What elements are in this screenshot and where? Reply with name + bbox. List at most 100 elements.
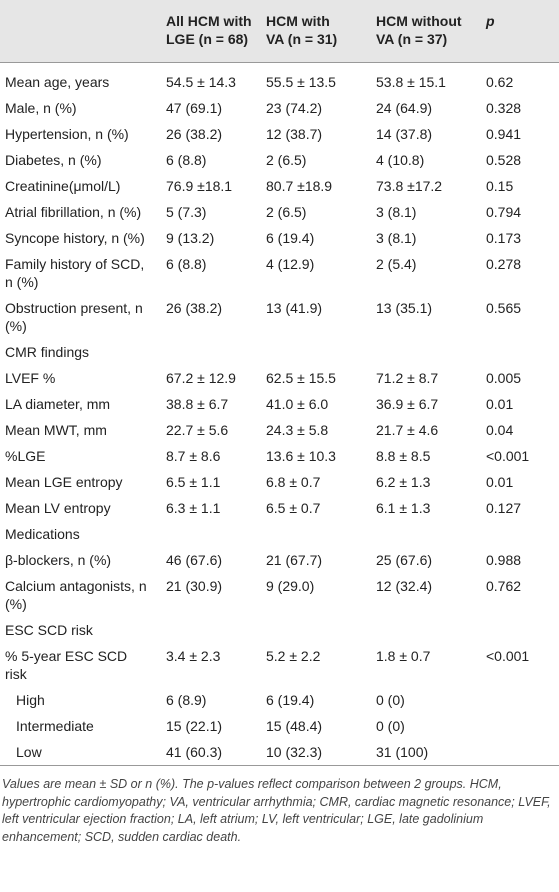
data-row: Mean LV entropy 6.3 ± 1.1 6.5 ± 0.7 6.1 ± 1… [0, 495, 559, 521]
cell: 0.565 [486, 300, 522, 316]
row-label: High [16, 692, 45, 708]
row-label: Mean MWT, mm [5, 422, 107, 438]
cell: 9 (13.2) [166, 230, 215, 246]
cell: 55.5 ± 13.5 [266, 74, 336, 90]
row-label: Low [16, 744, 42, 760]
cell: 26 (38.2) [166, 126, 223, 142]
data-row: Creatinine(μmol/L) 76.9 ±18.1 80.7 ±18.9 73… [0, 173, 559, 199]
cell: 6 (19.4) [266, 230, 315, 246]
cell: 12 (32.4) [376, 578, 433, 594]
data-row: Atrial fibrillation, n (%) 5 (7.3) 2 (6.5)… [0, 199, 559, 225]
row-label: Atrial fibrillation, n (%) [5, 204, 142, 220]
row-label: Male, n (%) [5, 100, 77, 116]
cell: 6.3 ± 1.1 [166, 500, 221, 516]
row-label: Medications [5, 526, 80, 542]
cell: 41.0 ± 6.0 [266, 396, 329, 412]
cell: 4 (10.8) [376, 152, 425, 168]
cell: 0.794 [486, 204, 522, 220]
cell: 13 (41.9) [266, 300, 323, 316]
cell: 0.328 [486, 100, 522, 116]
cell: 46 (67.6) [166, 552, 223, 568]
cell: 3 (8.1) [376, 230, 417, 246]
header-line: HCM without [376, 13, 462, 29]
data-row: Obstruction present, n (%) 26 (38.2) 13 (4… [0, 295, 559, 339]
data-row: LA diameter, mm 38.8 ± 6.7 41.0 ± 6.0 36.9 … [0, 391, 559, 417]
row-label: Mean LGE entropy [5, 474, 123, 490]
cell: 76.9 ±18.1 [166, 178, 233, 194]
empty-cell [480, 739, 559, 766]
data-row: Calcium antagonists, n (%) 21 (30.9) 9 (29… [0, 573, 559, 617]
cell: 14 (37.8) [376, 126, 433, 142]
data-row: Intermediate 15 (22.1) 15 (48.4) 0 (0) [0, 713, 559, 739]
data-row: %LGE 8.7 ± 8.6 13.6 ± 10.3 8.8 ± 8.5 <0.001 [0, 443, 559, 469]
header-line: HCM with [266, 13, 330, 29]
cell: 12 (38.7) [266, 126, 323, 142]
cell: 0.173 [486, 230, 522, 246]
cell: 21.7 ± 4.6 [376, 422, 439, 438]
cell: 62.5 ± 15.5 [266, 370, 336, 386]
cell: 2 (5.4) [376, 256, 417, 272]
cell: 0.127 [486, 500, 522, 516]
column-header: HCM with VA (n = 31) [260, 0, 370, 63]
cell: 25 (67.6) [376, 552, 433, 568]
cell: 80.7 ±18.9 [266, 178, 333, 194]
data-row: Male, n (%) 47 (69.1) 23 (74.2) 24 (64.9) 0.… [0, 95, 559, 121]
cell: 0 (0) [376, 692, 405, 708]
cell: 6.5 ± 1.1 [166, 474, 221, 490]
cell: 0.15 [486, 178, 514, 194]
cell: 4 (12.9) [266, 256, 315, 272]
header-line: p [486, 13, 495, 29]
cell: 22.7 ± 5.6 [166, 422, 229, 438]
data-row: β-blockers, n (%) 46 (67.6) 21 (67.7) 25 (6… [0, 547, 559, 573]
cell: 23 (74.2) [266, 100, 323, 116]
cell: 9 (29.0) [266, 578, 315, 594]
cell: 0.01 [486, 396, 514, 412]
cell: 21 (30.9) [166, 578, 223, 594]
cell: 67.2 ± 12.9 [166, 370, 236, 386]
data-row: Mean MWT, mm 22.7 ± 5.6 24.3 ± 5.8 21.7 ± 4… [0, 417, 559, 443]
cell: 0.528 [486, 152, 522, 168]
cell: 0.005 [486, 370, 522, 386]
data-row: Hypertension, n (%) 26 (38.2) 12 (38.7) 14 … [0, 121, 559, 147]
row-label: Mean LV entropy [5, 500, 111, 516]
cell: 24 (64.9) [376, 100, 433, 116]
cell: 6.1 ± 1.3 [376, 500, 431, 516]
row-label: LVEF % [5, 370, 56, 386]
cell: 36.9 ± 6.7 [376, 396, 439, 412]
cell: 24.3 ± 5.8 [266, 422, 329, 438]
cell: 73.8 ±17.2 [376, 178, 443, 194]
row-label: Hypertension, n (%) [5, 126, 129, 142]
cell: 3 (8.1) [376, 204, 417, 220]
cell: 21 (67.7) [266, 552, 323, 568]
cell: 0.941 [486, 126, 522, 142]
row-label: ESC SCD risk [5, 622, 93, 638]
cell: 47 (69.1) [166, 100, 223, 116]
column-header: HCM without VA (n = 37) [370, 0, 480, 63]
row-label: %LGE [5, 448, 46, 464]
row-label: Obstruction present, n (%) [5, 300, 143, 334]
cell: 6.2 ± 1.3 [376, 474, 431, 490]
cell: 10 (32.3) [266, 744, 323, 760]
cell: 6.5 ± 0.7 [266, 500, 321, 516]
column-header [0, 0, 160, 63]
cell: 13.6 ± 10.3 [266, 448, 336, 464]
column-header: All HCM with LGE (n = 68) [160, 0, 260, 63]
cell: 6 (8.9) [166, 692, 207, 708]
data-row: Mean age, years 54.5 ± 14.3 55.5 ± 13.5 53.… [0, 63, 559, 96]
data-row: Family history of SCD, n (%) 6 (8.8) 4 (12… [0, 251, 559, 295]
cell: 38.8 ± 6.7 [166, 396, 229, 412]
cell: <0.001 [486, 648, 530, 664]
cell: 31 (100) [376, 744, 429, 760]
cell: 6 (19.4) [266, 692, 315, 708]
row-label: Mean age, years [5, 74, 110, 90]
row-label: Family history of SCD, n (%) [5, 256, 145, 290]
data-row: LVEF % 67.2 ± 12.9 62.5 ± 15.5 71.2 ± 8.7 0.… [0, 365, 559, 391]
header-line: VA (n = 37) [376, 31, 448, 47]
row-label: Calcium antagonists, n (%) [5, 578, 147, 612]
cell: 0.04 [486, 422, 514, 438]
cell: 13 (35.1) [376, 300, 433, 316]
cell: 0.278 [486, 256, 522, 272]
cell: 3.4 ± 2.3 [166, 648, 221, 664]
data-row: Syncope history, n (%) 9 (13.2) 6 (19.4) 3 … [0, 225, 559, 251]
section-row: CMR findings [0, 339, 559, 365]
